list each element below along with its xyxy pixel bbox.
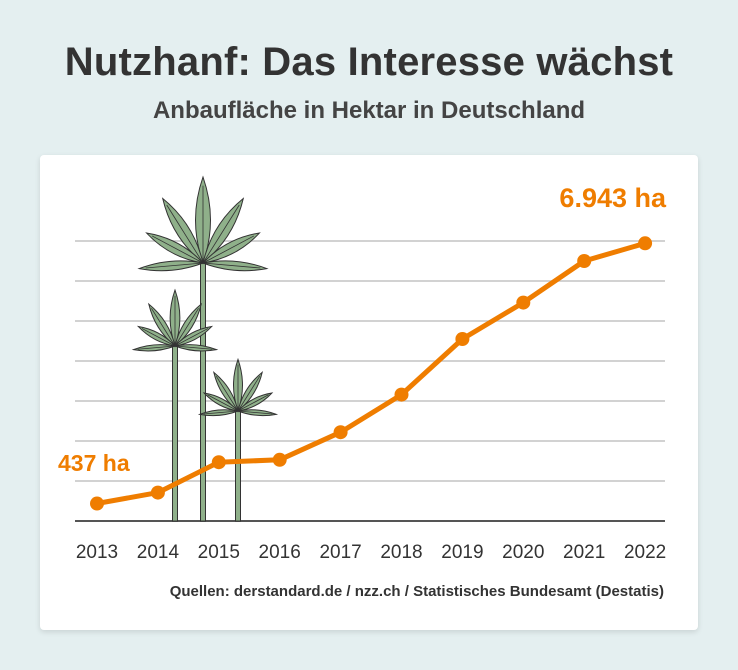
series-line bbox=[94, 240, 648, 507]
hemp-plant-small bbox=[197, 357, 279, 522]
x-tick-label: 2017 bbox=[319, 542, 361, 563]
x-tick-label: 2014 bbox=[137, 542, 180, 563]
hemp-plants-illustration bbox=[131, 175, 279, 522]
data-point-2021 bbox=[577, 254, 592, 268]
x-tick-label: 2020 bbox=[502, 542, 544, 563]
data-point-2018 bbox=[394, 387, 409, 402]
data-label-start: 437 ha bbox=[58, 450, 130, 476]
chart-labels: 2013 2014 2015 2016 2017 2018 2019 2020 2021 2022… bbox=[58, 183, 667, 563]
hemp-plant-tall bbox=[137, 175, 269, 522]
data-point-2013 bbox=[90, 496, 104, 511]
leaf-vein bbox=[166, 204, 204, 264]
leaf-vein bbox=[215, 375, 239, 412]
source-note: Quellen: derstandard.de / nzz.ch / Stati… bbox=[169, 583, 664, 600]
hemp-stem bbox=[200, 262, 206, 522]
line-chart: 2013 2014 2015 2016 2017 2018 2019 2020 2021 2022… bbox=[58, 175, 667, 563]
chart-subtitle: Anbaufläche in Hektar in Deutschland bbox=[152, 97, 586, 124]
chart-card: 2013 2014 2015 2016 2017 2018 2019 2020 2021 2022… bbox=[40, 155, 698, 630]
data-series bbox=[90, 236, 653, 511]
hemp-stem bbox=[235, 410, 241, 522]
leaf-vein bbox=[174, 328, 209, 347]
data-point-2019 bbox=[455, 332, 470, 346]
data-point-2020 bbox=[516, 295, 531, 310]
hemp-plant-left bbox=[131, 288, 219, 522]
leaf-vein bbox=[202, 204, 240, 264]
data-point-2014 bbox=[150, 485, 165, 500]
x-tick-label: 2013 bbox=[76, 542, 118, 563]
x-tick-label: 2019 bbox=[441, 542, 483, 563]
leaf-vein bbox=[202, 262, 261, 269]
data-point-2015 bbox=[211, 455, 226, 470]
leaf-vein bbox=[203, 410, 239, 415]
data-point-2016 bbox=[272, 452, 287, 467]
leaf-vein bbox=[207, 394, 239, 412]
leaf-vein bbox=[174, 308, 199, 347]
leaf-vein bbox=[151, 308, 176, 347]
leaf-vein bbox=[202, 235, 255, 264]
x-tick-label: 2022 bbox=[624, 542, 666, 563]
leaf-vein bbox=[237, 410, 273, 415]
leaf-vein bbox=[141, 328, 176, 347]
x-tick-label: 2015 bbox=[198, 542, 240, 563]
leaf-vein bbox=[237, 375, 261, 412]
x-tick-label: 2021 bbox=[563, 542, 605, 563]
hemp-stem bbox=[172, 345, 178, 522]
leaf-vein bbox=[145, 262, 204, 269]
gridlines bbox=[75, 240, 665, 522]
chart-title: Nutzhanf: Das Interesse wächst bbox=[64, 40, 674, 84]
data-point-2022 bbox=[638, 236, 653, 251]
leaf-vein bbox=[151, 235, 204, 264]
x-tick-label: 2016 bbox=[259, 542, 301, 563]
x-tick-label: 2018 bbox=[380, 542, 422, 563]
leaf-vein bbox=[237, 394, 269, 412]
leaf-vein bbox=[174, 345, 213, 350]
data-point-2017 bbox=[333, 425, 348, 440]
leaf-vein bbox=[137, 345, 176, 350]
data-label-end: 6.943 ha bbox=[559, 183, 667, 213]
